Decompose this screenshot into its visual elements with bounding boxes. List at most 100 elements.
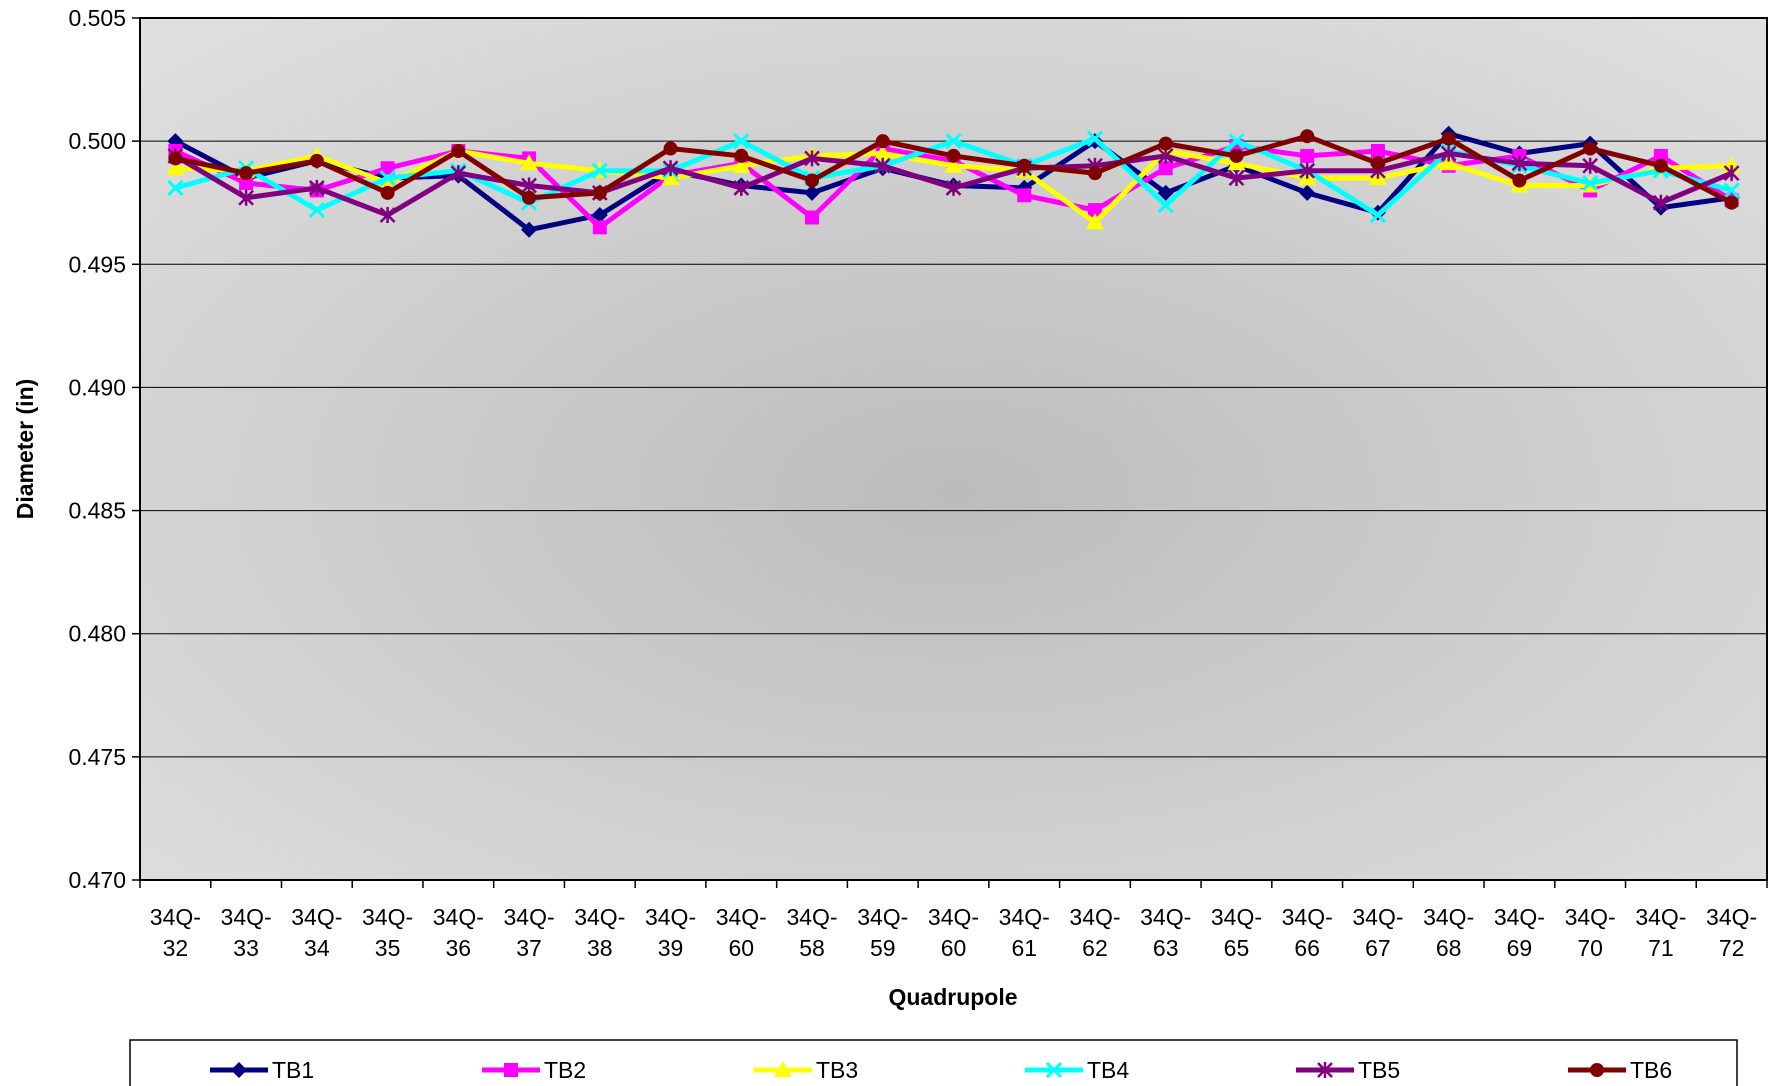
data-point-tb4 [1157,197,1174,214]
y-tick-label: 0.475 [68,744,126,770]
data-point-tb5 [1582,157,1599,174]
data-point-tb1 [804,184,821,201]
series-tb6 [168,129,1739,210]
data-point-tb2 [1370,143,1385,158]
data-point-tb6 [592,185,607,200]
data-point-tb6 [239,166,254,181]
x-tick-label: 34Q-60 [928,904,979,961]
data-point-tb1 [1157,184,1174,201]
data-point-tb4 [1228,133,1245,150]
data-point-tb6 [1512,173,1527,188]
legend-label-tb6: TB6 [1630,1057,1672,1083]
data-point-tb5 [1299,162,1316,179]
data-point-tb4 [1582,174,1599,192]
data-point-tb4 [167,179,184,196]
legend-item-tb5: TB5 [1296,1057,1400,1083]
axes: 0.470 0.475 0.480 0.485 0.490 0.495 0.500 0.505… [68,5,1768,961]
data-point-tb2 [592,220,607,235]
legend-marker-tb2 [504,1063,518,1077]
data-point-tb5 [945,179,962,196]
y-tick-label: 0.470 [68,867,126,893]
data-point-tb4 [591,162,608,179]
legend-label-tb5: TB5 [1358,1057,1400,1083]
legend-item-tb6: TB6 [1568,1057,1672,1083]
legend-box [129,1039,1738,1086]
data-point-tb6 [380,185,395,200]
x-tick-label: 34Q-69 [1494,904,1545,961]
data-point-tb2 [1087,203,1102,218]
x-tick-label: 34Q-71 [1635,904,1686,961]
y-axis-title: Diameter (in) [12,379,38,520]
data-point-tb3 [520,154,539,171]
data-point-tb6 [451,143,466,158]
x-tick-label: 34Q-61 [999,904,1050,961]
data-point-tb5 [1511,155,1528,172]
data-point-tb5 [804,150,820,167]
data-point-tb1 [1299,184,1316,201]
data-point-tb6 [522,190,537,205]
data-point-tb1 [591,207,608,224]
data-point-tb3 [873,144,892,161]
legend-item-tb4: TB4 [1025,1057,1129,1083]
data-point-tb5 [238,189,254,206]
legend-item-tb3: TB3 [754,1057,858,1083]
data-point-tb4 [945,133,962,150]
data-point-tb6 [734,148,749,163]
data-point-tb5 [1653,194,1669,211]
data-point-tb5 [379,207,396,224]
x-tick-label: 34Q-39 [645,904,696,961]
x-tick-label: 34Q-32 [150,904,201,961]
legend-label-tb1: TB1 [272,1057,314,1083]
legend: TB1 TB2 TB3 TB4 TB5 TB6 [210,1057,1672,1083]
data-point-tb2 [380,161,395,176]
data-point-tb6 [663,141,678,156]
data-point-tb5 [450,165,467,182]
data-point-tb3 [732,156,751,173]
data-point-tb6 [1370,156,1385,171]
data-point-tb6 [1653,158,1668,173]
y-tick-label: 0.490 [68,374,126,400]
x-tick-label: 34Q-37 [503,904,554,961]
data-point-tb2 [239,176,254,191]
legend-marker-tb4 [1045,1061,1063,1079]
data-point-tb6 [1158,136,1173,151]
data-point-tb6 [1300,129,1315,144]
data-point-tb6 [875,134,890,149]
data-point-tb3 [944,156,963,173]
data-point-tb2 [1017,188,1032,203]
data-point-tb6 [1724,195,1739,210]
x-axis-title: Quadrupole [888,984,1017,1010]
data-point-tb5 [308,179,325,196]
data-point-tb6 [1229,148,1244,163]
data-point-tb5 [733,179,750,196]
data-point-tb5 [1723,165,1740,182]
x-tick-label: 34Q-68 [1423,904,1474,961]
x-tick-label: 34Q-36 [433,904,484,961]
legend-item-tb1: TB1 [210,1057,314,1083]
data-point-tb1 [521,221,538,238]
y-tick-label: 0.485 [68,498,126,524]
data-point-tb6 [309,153,324,168]
y-tick-label: 0.500 [68,128,126,154]
x-tick-label: 34Q-66 [1282,904,1333,961]
x-tick-label: 34Q-33 [221,904,272,961]
data-point-tb6 [1017,158,1032,173]
x-tick-label: 34Q-60 [716,904,767,961]
legend-marker-tb6 [1590,1063,1604,1077]
data-point-tb6 [1087,166,1102,181]
data-point-tb4 [733,133,750,150]
legend-marker-tb1 [231,1062,247,1078]
data-point-tb3 [1439,154,1458,171]
legend-label-tb2: TB2 [544,1057,586,1083]
data-point-tb6 [168,151,183,166]
legend-marker-tb3 [774,1061,792,1077]
data-point-tb3 [661,169,680,186]
data-point-tb2 [1300,148,1315,163]
y-tick-label: 0.495 [68,251,126,277]
legend-label-tb3: TB3 [816,1057,858,1083]
x-tick-label: 34Q-59 [857,904,908,961]
data-point-tb4 [379,170,396,187]
data-point-tb2 [1158,161,1173,176]
x-tick-label: 34Q-35 [362,904,413,961]
